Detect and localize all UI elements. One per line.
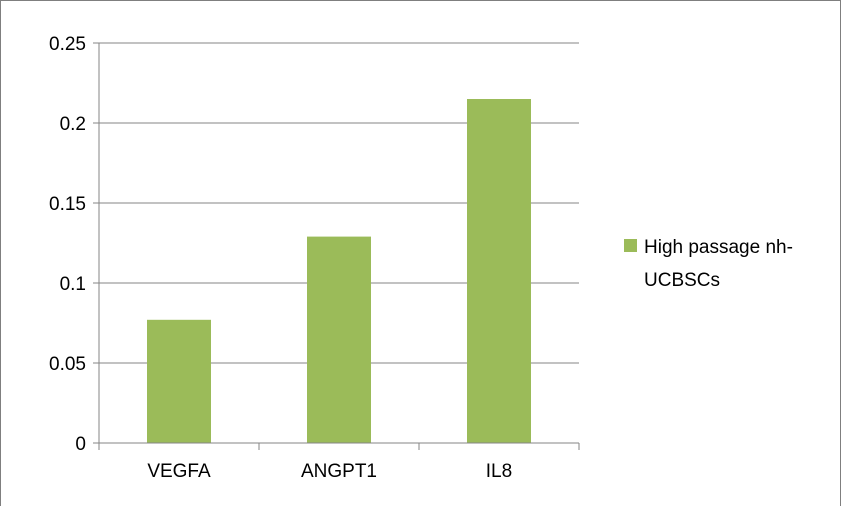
- y-tick-label: 0: [75, 434, 86, 455]
- legend-label: High passage nh- UCBSCs: [644, 237, 798, 291]
- bar-vegfa: [147, 319, 211, 443]
- legend-label-line-1: High passage nh-: [644, 237, 793, 258]
- bars: [147, 99, 531, 443]
- x-axis-tick-labels: VEGFA ANGPT1 IL8: [147, 461, 512, 482]
- y-tick-label: 0.2: [60, 114, 86, 135]
- legend-label-line-2: UCBSCs: [644, 270, 720, 291]
- legend: High passage nh- UCBSCs: [624, 237, 798, 291]
- bar-il8: [467, 99, 531, 443]
- y-tick-label: 0.25: [49, 34, 86, 55]
- y-tick-label: 0.05: [49, 354, 86, 375]
- x-tick-label: VEGFA: [147, 461, 211, 482]
- x-tick-label: ANGPT1: [301, 461, 377, 482]
- x-tick-label: IL8: [486, 461, 512, 482]
- y-tick-label: 0.1: [60, 274, 86, 295]
- legend-swatch: [624, 239, 637, 252]
- axes: [93, 42, 580, 450]
- y-axis-tick-labels: 0 0.05 0.1 0.15 0.2 0.25: [49, 34, 86, 455]
- bar-angpt1: [307, 236, 371, 443]
- y-tick-label: 0.15: [49, 194, 86, 215]
